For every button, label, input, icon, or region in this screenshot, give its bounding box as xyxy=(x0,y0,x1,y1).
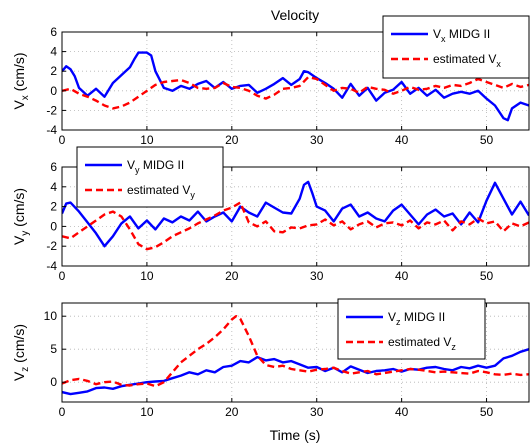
panel-3: 0 10 20 30 40 50 0 5 10 Vz (cm/s) Vz MIDG II estima… xyxy=(11,298,530,419)
y-tick-label: 2 xyxy=(50,64,57,78)
legend-box xyxy=(76,146,224,208)
x-tick-label: 0 xyxy=(59,133,66,147)
axes-box xyxy=(61,31,530,131)
legend: Vy MIDG II estimated Vy xyxy=(76,146,224,208)
legend-label: Vy MIDG II xyxy=(127,158,184,175)
legend-label: estimated Vy xyxy=(127,183,195,200)
x-tick-label: 0 xyxy=(59,405,66,419)
legend: Vx MIDG II estimated Vx xyxy=(382,15,530,79)
y-tick-label: 0 xyxy=(50,219,57,233)
figure-title: Velocity xyxy=(271,7,319,23)
legend-box xyxy=(382,15,530,79)
y-tick-label: 2 xyxy=(50,200,57,214)
legend: Vz MIDG II estimated Vz xyxy=(337,298,486,360)
y-axis-label: Vx (cm/s) xyxy=(11,52,31,109)
y-tick-label: 0 xyxy=(50,375,57,389)
x-tick-label: 0 xyxy=(59,269,66,283)
x-tick-label: 40 xyxy=(395,133,409,147)
y-axis-label: Vz (cm/s) xyxy=(11,324,31,381)
x-tick-label: 30 xyxy=(310,405,324,419)
legend-label: Vx MIDG II xyxy=(433,27,490,44)
x-tick-label: 20 xyxy=(225,405,239,419)
axes-box xyxy=(61,166,530,267)
y-tick-label: 6 xyxy=(50,25,57,39)
series-line-estimated xyxy=(62,201,529,251)
series-line-estimated xyxy=(62,75,529,110)
y-axis-label: Vy (cm/s) xyxy=(11,188,31,245)
y-tick-label: 0 xyxy=(50,84,57,98)
y-tick-label: 10 xyxy=(44,309,58,323)
x-tick-label: 50 xyxy=(480,405,494,419)
series-line-estimated xyxy=(62,315,529,388)
x-tick-label: 50 xyxy=(480,133,494,147)
legend-label: Vz MIDG II xyxy=(388,310,445,327)
axes-box xyxy=(61,302,530,403)
y-tick-label: 4 xyxy=(50,45,57,59)
panel-2: 0 10 20 30 40 50 -4 -2 0 2 4 6 Vy (cm/s) Vy MIDG II es… xyxy=(11,146,530,283)
x-tick-label: 20 xyxy=(225,269,239,283)
y-tick-label: -4 xyxy=(46,123,57,137)
x-axis-label: Time (s) xyxy=(270,427,321,443)
legend-label: estimated Vz xyxy=(388,335,456,352)
x-tick-label: 10 xyxy=(140,269,154,283)
legend-label: estimated Vx xyxy=(433,52,501,69)
y-tick-label: 6 xyxy=(50,160,57,174)
legend-box xyxy=(337,298,486,360)
x-tick-label: 10 xyxy=(140,405,154,419)
y-tick-label: 4 xyxy=(50,180,57,194)
x-tick-label: 20 xyxy=(225,133,239,147)
y-tick-label: 5 xyxy=(50,342,57,356)
y-tick-label: -4 xyxy=(46,259,57,273)
x-tick-label: 50 xyxy=(480,269,494,283)
y-tick-label: -2 xyxy=(46,239,57,253)
x-tick-label: 40 xyxy=(395,269,409,283)
series-line-midg xyxy=(62,51,529,122)
x-tick-label: 40 xyxy=(395,405,409,419)
y-tick-label: -2 xyxy=(46,103,57,117)
x-tick-label: 30 xyxy=(310,133,324,147)
x-tick-label: 30 xyxy=(310,269,324,283)
x-tick-label: 10 xyxy=(140,133,154,147)
panel-1: 0 10 20 30 40 50 -4 -2 0 2 4 6 Vx (cm/s) Vx MIDG II es… xyxy=(11,15,530,147)
series-line-midg xyxy=(62,180,529,248)
